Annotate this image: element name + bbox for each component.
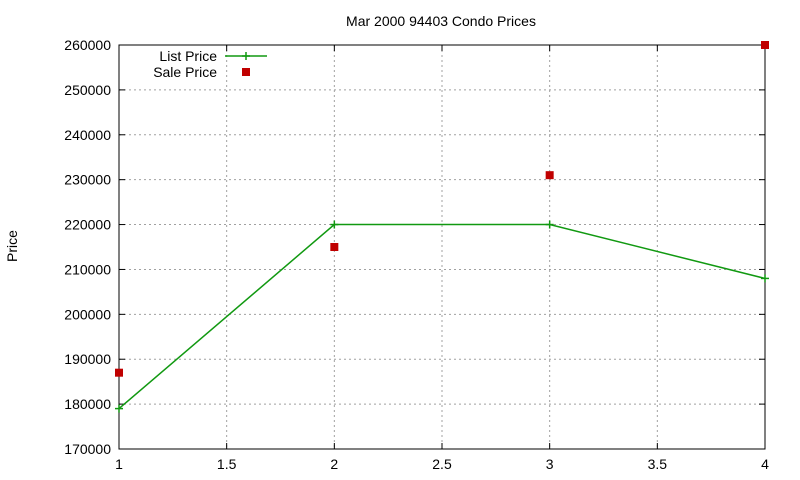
- y-tick-label: 190000: [64, 351, 111, 367]
- data-point: [761, 41, 769, 49]
- y-tick-label: 180000: [64, 396, 111, 412]
- data-point: [545, 171, 554, 180]
- y-tick-label: 230000: [64, 172, 111, 188]
- x-tick-label: 1.5: [217, 456, 237, 472]
- data-point: [115, 368, 123, 377]
- x-tick-label: 3.5: [648, 456, 668, 472]
- y-tick-label: 220000: [64, 217, 111, 233]
- chart-title: Mar 2000 94403 Condo Prices: [346, 13, 536, 29]
- series-layer: [115, 41, 769, 413]
- y-tick-label: 200000: [64, 306, 111, 322]
- legend-label: List Price: [159, 48, 217, 64]
- grid: [119, 45, 765, 449]
- y-tick-label: 170000: [64, 441, 111, 457]
- x-tick-label: 2: [330, 456, 338, 472]
- y-tick-label: 240000: [64, 127, 111, 143]
- series-list-price: [115, 220, 769, 413]
- y-tick-label: 250000: [64, 82, 111, 98]
- legend-label: Sale Price: [153, 64, 217, 80]
- legend-marker: [242, 68, 250, 76]
- data-point: [545, 220, 554, 229]
- x-tick-label: 2.5: [432, 456, 452, 472]
- data-point: [330, 220, 339, 229]
- legend-marker: [242, 52, 250, 60]
- data-point: [115, 404, 123, 413]
- y-tick-label: 260000: [64, 37, 111, 53]
- x-tick-label: 3: [546, 456, 554, 472]
- data-point: [761, 274, 769, 283]
- x-tick-label: 4: [761, 456, 769, 472]
- axis-ticks: 170000 180000 190000 200000 210000 220000 2300…: [64, 37, 769, 472]
- x-tick-label: 1: [115, 456, 123, 472]
- series-sale-price: [115, 41, 769, 377]
- y-tick-label: 210000: [64, 261, 111, 277]
- y-axis-label: Price: [4, 230, 20, 262]
- series-line: [118, 223, 766, 410]
- data-point: [330, 243, 339, 251]
